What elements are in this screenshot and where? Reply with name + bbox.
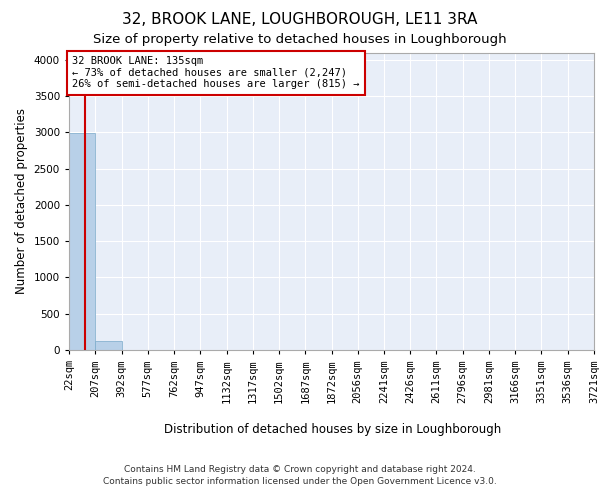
Y-axis label: Number of detached properties: Number of detached properties (15, 108, 28, 294)
Text: Contains HM Land Registry data © Crown copyright and database right 2024.: Contains HM Land Registry data © Crown c… (124, 465, 476, 474)
Bar (69, 133, 95, 350)
Text: 32, BROOK LANE, LOUGHBOROUGH, LE11 3RA: 32, BROOK LANE, LOUGHBOROUGH, LE11 3RA (122, 12, 478, 28)
Text: Distribution of detached houses by size in Loughborough: Distribution of detached houses by size … (164, 422, 502, 436)
Bar (95, 342, 122, 350)
Text: 32 BROOK LANE: 135sqm
← 73% of detached houses are smaller (2,247)
26% of semi-d: 32 BROOK LANE: 135sqm ← 73% of detached … (72, 56, 359, 90)
Text: Size of property relative to detached houses in Loughborough: Size of property relative to detached ho… (93, 32, 507, 46)
Text: Contains public sector information licensed under the Open Government Licence v3: Contains public sector information licen… (103, 478, 497, 486)
